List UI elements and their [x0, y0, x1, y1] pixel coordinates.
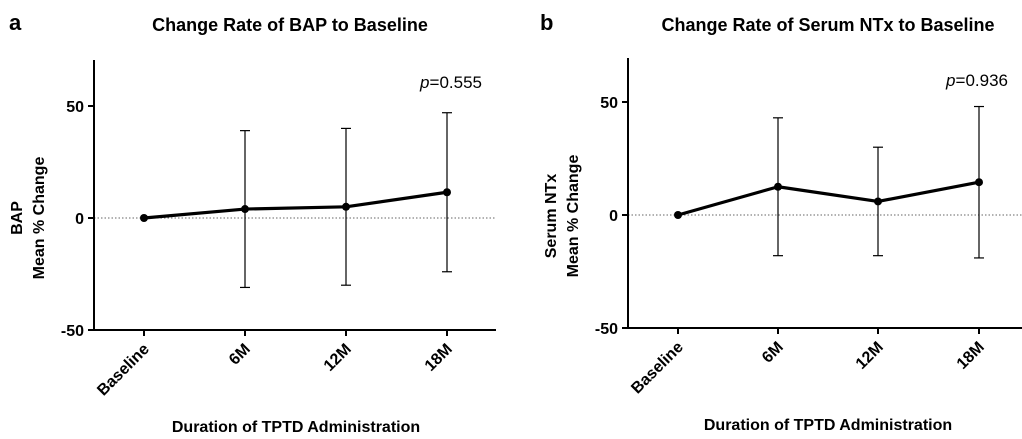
panel-a-ylabel-line2: Mean % Change — [31, 157, 48, 280]
panel-b-ytick-label--50: -50 — [595, 321, 618, 338]
panel-b: b Change Rate of Serum NTx to Baseline p… — [540, 10, 1022, 434]
panel-a-point-2 — [342, 202, 350, 211]
panel-a-series-line — [143, 190, 448, 220]
panel-a-xlabel: Duration of TPTD Administration — [172, 419, 420, 436]
panel-a-plot: -50 0 50 Baseline 6M 12M 18M — [61, 60, 496, 399]
panel-a-ytick-label--50: -50 — [61, 323, 84, 340]
panel-b-letter: b — [540, 10, 553, 35]
panel-b-title: Change Rate of Serum NTx to Baseline — [661, 15, 994, 35]
panel-b-plot: -50 0 50 Baseline 6M 12M 18M — [595, 58, 1022, 397]
panel-a-ytick-label-50: 50 — [66, 99, 84, 116]
panel-b-point-0 — [674, 211, 682, 219]
panel-b-point-1 — [774, 182, 782, 191]
panel-b-xtick-label-3: 18M — [954, 339, 988, 373]
panel-b-ytick-label-0: 0 — [609, 208, 618, 225]
panel-b-p-value: p=0.936 — [945, 71, 1008, 90]
panel-a-p-italic: p — [419, 73, 429, 92]
panel-b-ylabel-line1: Serum NTx — [543, 174, 560, 259]
panel-b-xtick-label-1: 6M — [759, 339, 787, 367]
panel-a-p-rest: =0.555 — [430, 73, 482, 92]
panel-a-ylabel-line1: BAP — [9, 201, 26, 235]
panel-a-xtick-label-0: Baseline — [94, 341, 153, 400]
panel-a-p-value: p=0.555 — [419, 73, 482, 92]
panel-b-series-line — [677, 180, 980, 217]
panel-a-letter: a — [9, 10, 22, 35]
panel-a-xtick-label-1: 6M — [226, 341, 254, 369]
panel-b-xlabel: Duration of TPTD Administration — [704, 417, 952, 434]
panel-b-xtick-label-0: Baseline — [628, 339, 687, 398]
panel-b-xtick-label-2: 12M — [853, 339, 887, 373]
panel-a-title: Change Rate of BAP to Baseline — [152, 15, 428, 35]
panel-a-point-0 — [140, 214, 148, 222]
panel-a-point-3 — [443, 188, 451, 197]
panel-a-xtick-label-3: 18M — [422, 341, 456, 375]
panel-b-p-italic: p — [945, 71, 955, 90]
panel-a: a Change Rate of BAP to Baseline p=0.555… — [9, 10, 496, 436]
panel-b-p-rest: =0.936 — [956, 71, 1008, 90]
panel-a-point-1 — [241, 205, 249, 214]
panel-a-ytick-label-0: 0 — [75, 211, 84, 228]
panel-b-point-2 — [874, 197, 882, 206]
panel-b-point-3 — [975, 178, 983, 187]
panel-a-xtick-label-2: 12M — [321, 341, 355, 375]
panel-b-ytick-label-50: 50 — [600, 95, 618, 112]
panel-b-ylabel-line2: Mean % Change — [565, 155, 582, 278]
